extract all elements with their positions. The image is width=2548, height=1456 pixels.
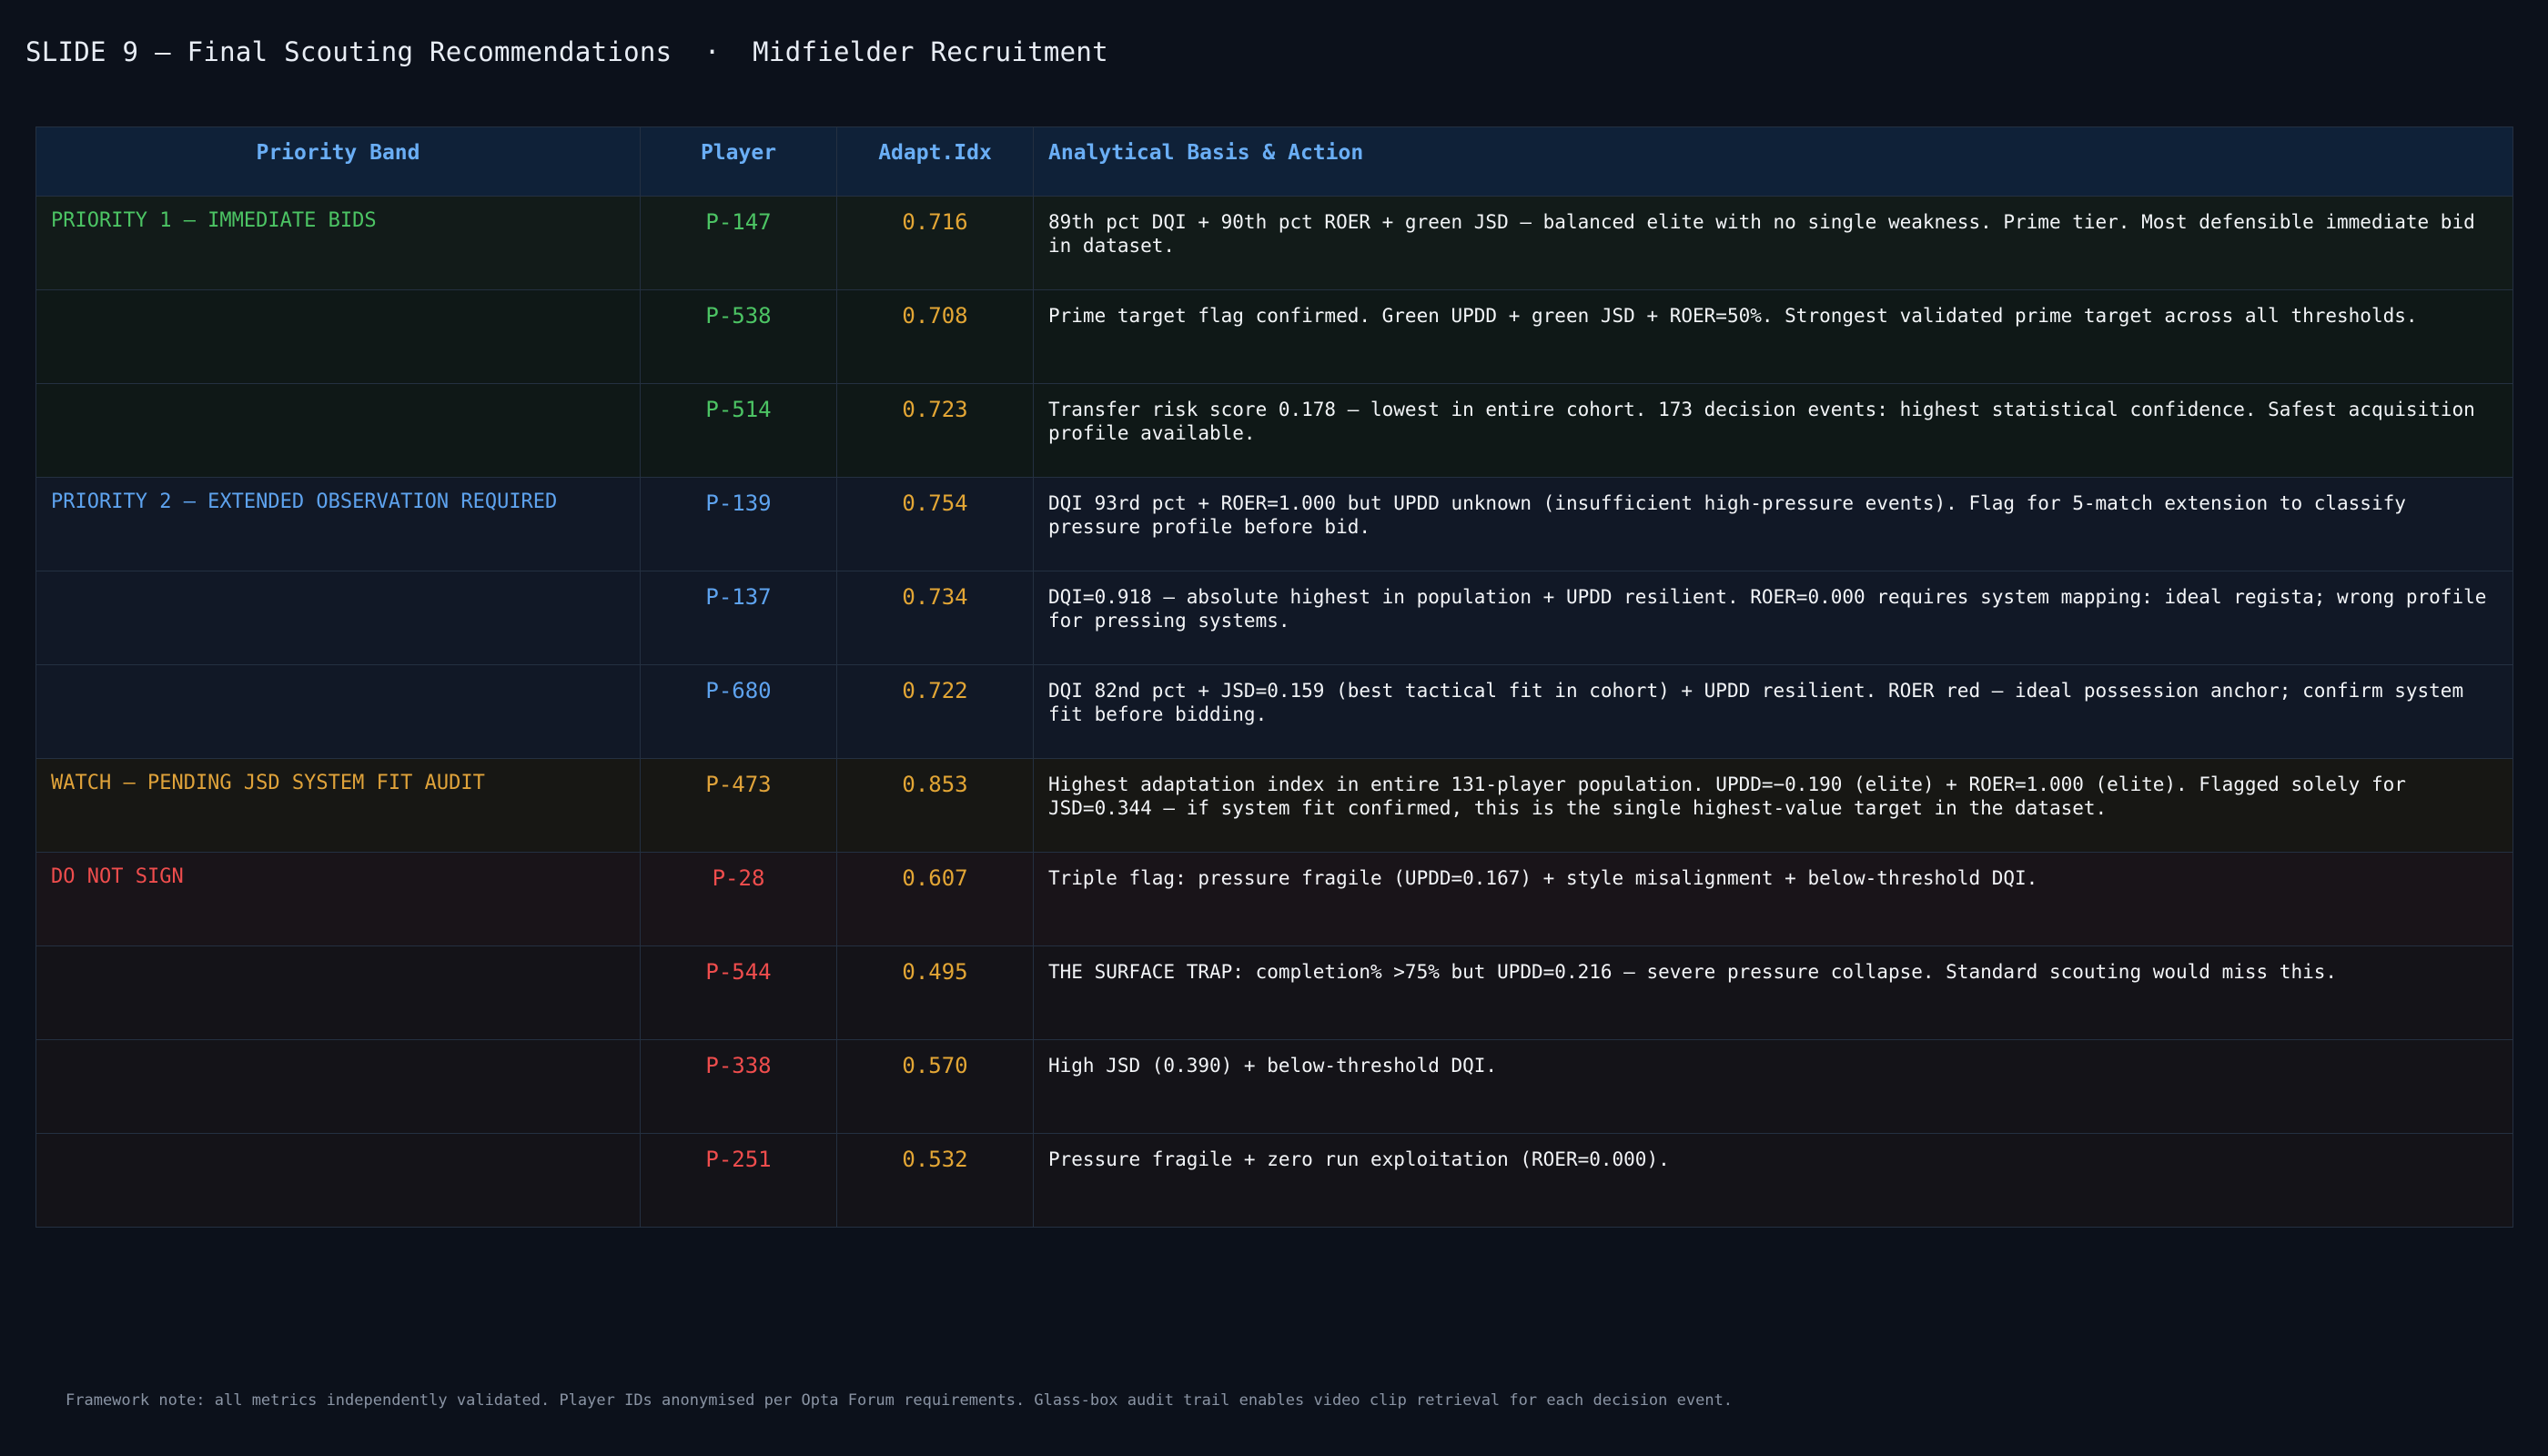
header-adapt-idx: Adapt.Idx	[836, 126, 1034, 197]
analytical-basis-cell: Triple flag: pressure fragile (UPDD=0.16…	[1033, 852, 2513, 946]
table-row: P-338 0.570 High JSD (0.390) + below-thr…	[35, 1039, 2513, 1134]
priority-band-cell: PRIORITY 2 — EXTENDED OBSERVATION REQUIR…	[35, 477, 641, 571]
table-row: P-544 0.495 THE SURFACE TRAP: completion…	[35, 945, 2513, 1040]
analytical-basis-cell: Prime target flag confirmed. Green UPDD …	[1033, 289, 2513, 384]
header-player: Player	[640, 126, 837, 197]
priority-band-cell	[35, 1133, 641, 1228]
adapt-idx-cell: 0.853	[836, 758, 1034, 853]
priority-band-cell	[35, 289, 641, 384]
priority-band-cell	[35, 1039, 641, 1134]
recommendations-table: Priority Band Player Adapt.Idx Analytica…	[35, 126, 2513, 1228]
player-id-cell: P-139	[640, 477, 837, 571]
analytical-basis-cell: 89th pct DQI + 90th pct ROER + green JSD…	[1033, 196, 2513, 290]
adapt-idx-cell: 0.532	[836, 1133, 1034, 1228]
adapt-idx-cell: 0.734	[836, 571, 1034, 665]
priority-band-cell	[35, 945, 641, 1040]
table-row: P-680 0.722 DQI 82nd pct + JSD=0.159 (be…	[35, 664, 2513, 759]
player-id-cell: P-251	[640, 1133, 837, 1228]
player-id-cell: P-544	[640, 945, 837, 1040]
framework-note: Framework note: all metrics independentl…	[66, 1391, 1734, 1410]
player-id-cell: P-338	[640, 1039, 837, 1134]
adapt-idx-cell: 0.570	[836, 1039, 1034, 1134]
priority-band-cell: WATCH — PENDING JSD SYSTEM FIT AUDIT	[35, 758, 641, 853]
table-row: PRIORITY 2 — EXTENDED OBSERVATION REQUIR…	[35, 477, 2513, 571]
table-row: WATCH — PENDING JSD SYSTEM FIT AUDIT P-4…	[35, 758, 2513, 853]
priority-band-cell	[35, 383, 641, 478]
table-row: DO NOT SIGN P-28 0.607 Triple flag: pres…	[35, 852, 2513, 946]
player-id-cell: P-147	[640, 196, 837, 290]
header-analytical-basis: Analytical Basis & Action	[1033, 126, 2513, 197]
player-id-cell: P-137	[640, 571, 837, 665]
header-priority-band: Priority Band	[35, 126, 641, 197]
analytical-basis-cell: THE SURFACE TRAP: completion% >75% but U…	[1033, 945, 2513, 1040]
analytical-basis-cell: Highest adaptation index in entire 131-p…	[1033, 758, 2513, 853]
analytical-basis-cell: Transfer risk score 0.178 — lowest in en…	[1033, 383, 2513, 478]
analytical-basis-cell: High JSD (0.390) + below-threshold DQI.	[1033, 1039, 2513, 1134]
analytical-basis-cell: DQI=0.918 — absolute highest in populati…	[1033, 571, 2513, 665]
adapt-idx-cell: 0.708	[836, 289, 1034, 384]
table-row: P-538 0.708 Prime target flag confirmed.…	[35, 289, 2513, 384]
player-id-cell: P-538	[640, 289, 837, 384]
table-row: PRIORITY 1 — IMMEDIATE BIDS P-147 0.716 …	[35, 196, 2513, 290]
adapt-idx-cell: 0.754	[836, 477, 1034, 571]
table-header-row: Priority Band Player Adapt.Idx Analytica…	[35, 126, 2513, 197]
adapt-idx-cell: 0.495	[836, 945, 1034, 1040]
player-id-cell: P-473	[640, 758, 837, 853]
priority-band-cell	[35, 571, 641, 665]
table-row: P-137 0.734 DQI=0.918 — absolute highest…	[35, 571, 2513, 665]
table-row: P-514 0.723 Transfer risk score 0.178 — …	[35, 383, 2513, 478]
priority-band-cell: DO NOT SIGN	[35, 852, 641, 946]
adapt-idx-cell: 0.716	[836, 196, 1034, 290]
slide-title: SLIDE 9 — Final Scouting Recommendations…	[25, 36, 1108, 67]
analytical-basis-cell: Pressure fragile + zero run exploitation…	[1033, 1133, 2513, 1228]
analytical-basis-cell: DQI 82nd pct + JSD=0.159 (best tactical …	[1033, 664, 2513, 759]
analytical-basis-cell: DQI 93rd pct + ROER=1.000 but UPDD unkno…	[1033, 477, 2513, 571]
adapt-idx-cell: 0.607	[836, 852, 1034, 946]
priority-band-cell	[35, 664, 641, 759]
adapt-idx-cell: 0.723	[836, 383, 1034, 478]
table-row: P-251 0.532 Pressure fragile + zero run …	[35, 1133, 2513, 1228]
player-id-cell: P-514	[640, 383, 837, 478]
player-id-cell: P-28	[640, 852, 837, 946]
adapt-idx-cell: 0.722	[836, 664, 1034, 759]
player-id-cell: P-680	[640, 664, 837, 759]
priority-band-cell: PRIORITY 1 — IMMEDIATE BIDS	[35, 196, 641, 290]
